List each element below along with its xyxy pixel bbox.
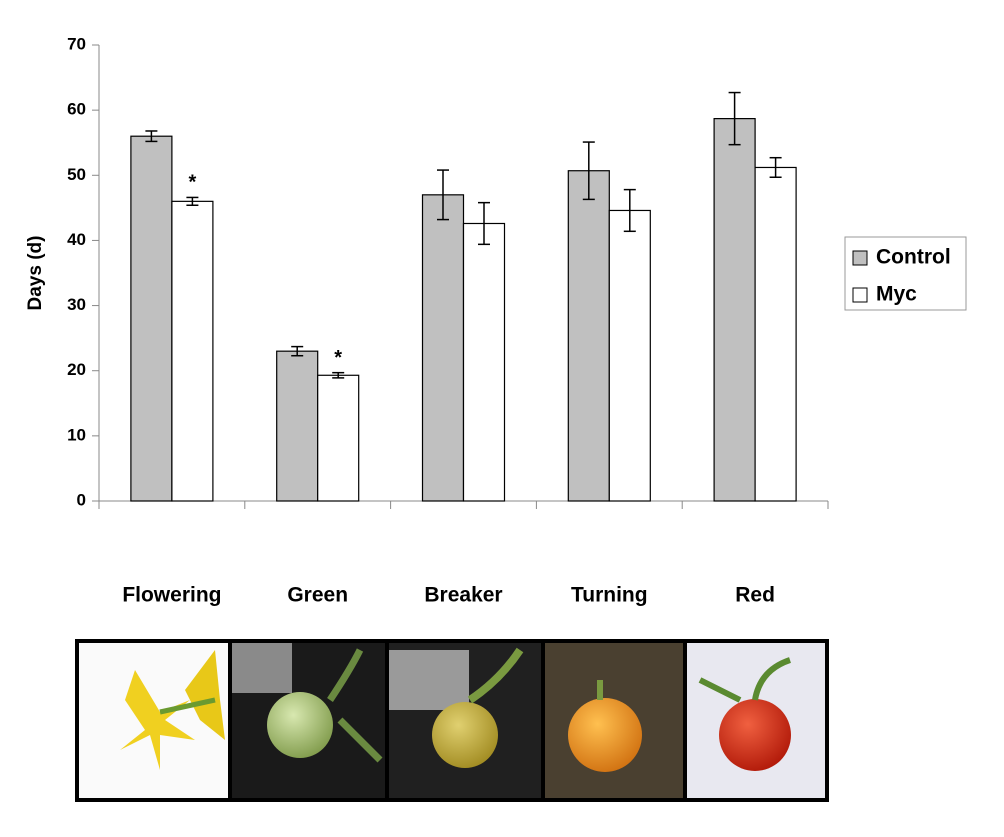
y-tick-label: 40 — [67, 230, 86, 249]
y-axis-label: Days (d) — [25, 236, 46, 311]
legend-swatch — [852, 250, 868, 266]
error-bar — [769, 156, 782, 178]
bar — [317, 374, 360, 502]
significance-mark: * — [334, 347, 342, 369]
legend-swatch — [852, 287, 868, 303]
y-tick-label: 10 — [67, 425, 86, 444]
bar — [421, 194, 465, 502]
x-tick-label: Breaker — [424, 584, 502, 607]
bar — [567, 170, 610, 502]
error-bar — [145, 130, 158, 143]
x-tick-label: Turning — [571, 584, 648, 607]
bar — [608, 209, 651, 502]
error-bar — [332, 371, 345, 379]
y-tick-label: 70 — [67, 34, 86, 53]
y-tick-label: 20 — [67, 360, 86, 379]
photo-strip — [75, 639, 829, 802]
x-tick-label: Green — [287, 584, 348, 607]
bar — [276, 350, 319, 502]
bar — [754, 166, 797, 502]
significance-mark: * — [189, 172, 197, 194]
error-bar — [291, 345, 304, 357]
x-tick-label: Red — [735, 584, 775, 607]
y-tick-label: 60 — [67, 100, 86, 119]
bar — [171, 200, 214, 502]
bar — [713, 118, 756, 502]
error-bar — [437, 169, 449, 221]
error-bar — [623, 188, 636, 233]
error-bar — [186, 196, 199, 207]
legend-label: Control — [876, 246, 951, 269]
bar — [462, 222, 506, 502]
error-bar — [478, 201, 490, 246]
x-tick-label: Flowering — [122, 584, 221, 607]
error-bar — [582, 141, 595, 201]
bar — [130, 135, 173, 502]
y-tick-label: 30 — [67, 295, 86, 314]
legend-label: Myc — [876, 283, 917, 306]
y-tick-label: 0 — [77, 490, 86, 509]
error-bar — [728, 91, 741, 146]
y-tick-label: 50 — [67, 165, 86, 184]
